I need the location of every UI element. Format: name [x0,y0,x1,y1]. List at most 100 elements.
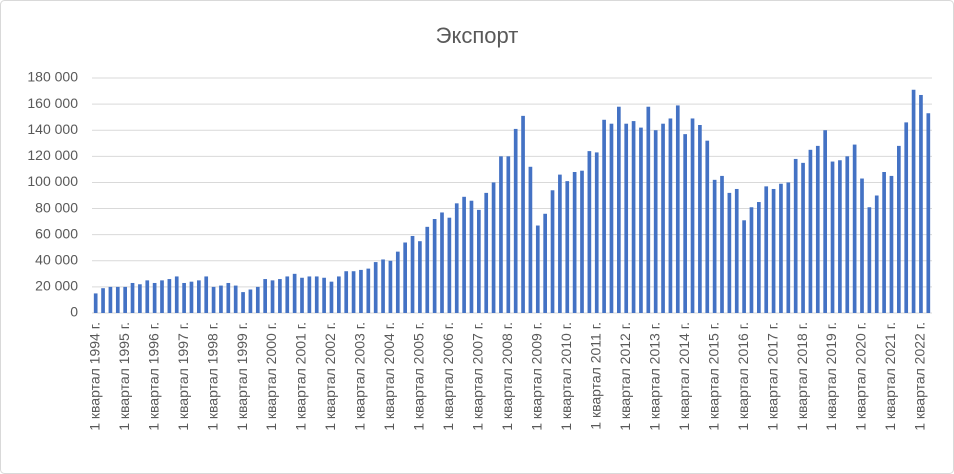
bar [897,145,901,313]
bar [867,207,872,313]
bar [499,156,503,313]
bar [204,276,209,313]
bar [359,269,363,313]
bar [440,212,444,313]
x-tick-label: 1 квартал 2011 г. [587,322,603,430]
bar [425,226,430,313]
x-tick-label: 1 квартал 1999 г. [234,322,250,431]
bar [403,242,407,313]
x-tick-label: 1 квартал 2016 г. [735,322,751,431]
bar [617,106,621,313]
bar [388,260,393,313]
bar [255,286,260,313]
y-tick-label: 140 000 [27,121,78,137]
y-tick-label: 60 000 [35,225,78,241]
y-tick-label: 120 000 [27,147,78,163]
bar [241,292,245,313]
y-tick-label: 20 000 [35,278,78,294]
bar [727,192,732,313]
bar [366,268,371,313]
x-tick-label: 1 квартал 2020 г. [853,322,869,431]
bar [337,276,341,313]
bar [580,170,584,313]
x-tick-label: 1 квартал 2002 г. [322,322,338,431]
bar [521,115,525,313]
chart-title: Экспорт [436,23,519,48]
bar [462,196,466,313]
x-tick-label: 1 квартал 2022 г. [912,322,928,431]
bar [757,202,761,313]
bar [801,162,805,313]
bar [381,259,385,313]
x-tick-label: 1 квартал 2015 г. [705,322,721,431]
bar [432,219,437,313]
y-tick-label: 100 000 [27,173,78,189]
bar [882,172,886,313]
x-tick-label: 1 квартал 2006 г. [440,322,456,431]
bar [307,276,312,313]
bar [322,277,326,313]
bar [594,152,599,313]
bar [565,181,570,313]
y-tick-label: 40 000 [35,251,78,267]
bar [698,125,702,313]
bar [919,94,923,313]
bar [543,213,547,313]
bar [454,203,459,313]
bar [705,140,710,313]
bar [838,160,842,313]
bar [285,276,290,313]
y-tick-label: 0 [70,304,78,320]
bar [874,195,879,313]
bar [108,286,113,313]
bar [602,119,606,314]
bar [263,279,267,313]
bar [300,277,304,313]
bar [351,271,356,313]
x-tick-label: 1 квартал 2014 г. [676,322,692,431]
x-tick-label: 1 квартал 2007 г. [470,322,486,431]
bar [233,285,238,313]
bar [314,276,319,313]
x-tick-label: 1 квартал 2017 г. [764,322,780,431]
bar [771,188,776,313]
bar [742,220,746,313]
x-tick-label: 1 квартал 2013 г. [646,322,662,431]
bar [484,192,489,313]
bar [624,123,629,313]
bar [189,281,194,313]
bar [138,284,142,313]
bar [130,282,135,313]
x-tick-label: 1 квартал 2008 г. [499,322,515,431]
bar [830,161,835,313]
bar [344,271,349,313]
bar [720,175,724,313]
bar [631,121,636,313]
bar [528,166,533,313]
x-tick-label: 1 квартал 1997 г. [175,322,191,431]
bar [823,130,827,313]
bar [712,179,717,313]
bar [410,235,415,313]
bar [270,280,275,313]
bar [174,276,179,313]
bar [123,286,127,313]
bar [506,156,511,313]
bar [845,156,850,313]
bar [418,241,422,313]
bar [889,175,894,313]
y-tick-label: 80 000 [35,199,78,215]
x-tick-label: 1 квартал 2010 г. [558,322,574,431]
bar [683,134,687,313]
bar [793,158,798,313]
bar [653,130,658,313]
bar [734,188,739,313]
bar [535,225,540,313]
x-tick-label: 1 квартал 2018 г. [794,322,810,431]
bar [219,285,223,313]
bar [558,174,562,313]
x-tick-label: 1 квартал 2005 г. [411,322,427,431]
bar [609,123,614,313]
